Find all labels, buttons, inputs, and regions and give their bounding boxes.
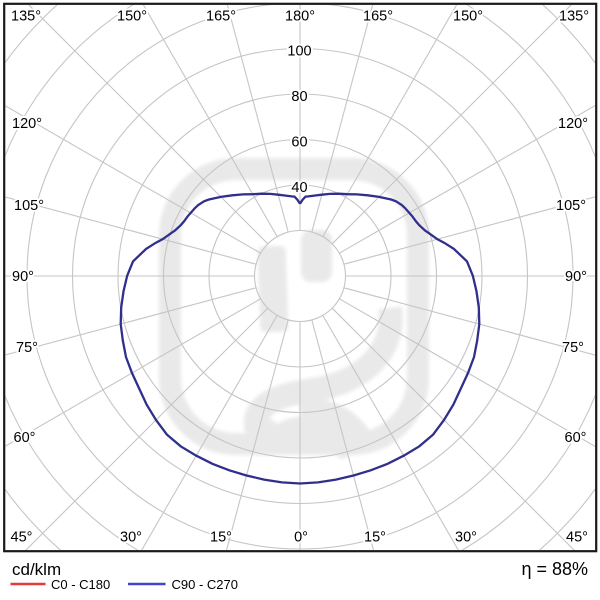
svg-text:75°: 75° xyxy=(562,340,584,356)
svg-text:135°: 135° xyxy=(559,9,589,25)
svg-text:90°: 90° xyxy=(12,269,34,285)
svg-text:cd/klm: cd/klm xyxy=(12,560,61,579)
svg-text:60: 60 xyxy=(291,135,307,151)
svg-text:105°: 105° xyxy=(556,198,586,214)
svg-text:45°: 45° xyxy=(11,530,33,546)
svg-text:60°: 60° xyxy=(14,430,36,446)
svg-text:75°: 75° xyxy=(16,340,38,356)
svg-text:120°: 120° xyxy=(558,116,588,132)
svg-text:180°: 180° xyxy=(285,9,315,25)
svg-text:15°: 15° xyxy=(364,530,386,546)
svg-text:150°: 150° xyxy=(453,9,483,25)
svg-text:η = 88%: η = 88% xyxy=(521,559,588,579)
svg-text:C90 - C270: C90 - C270 xyxy=(172,577,238,592)
svg-text:80: 80 xyxy=(291,89,307,105)
svg-text:90°: 90° xyxy=(565,269,587,285)
svg-text:150°: 150° xyxy=(117,9,147,25)
svg-text:105°: 105° xyxy=(14,198,44,214)
svg-text:100: 100 xyxy=(287,44,311,60)
svg-text:15°: 15° xyxy=(210,530,232,546)
svg-text:120°: 120° xyxy=(12,116,42,132)
svg-text:165°: 165° xyxy=(363,9,393,25)
svg-text:0°: 0° xyxy=(294,530,308,546)
svg-text:60°: 60° xyxy=(565,430,587,446)
svg-text:C0 - C180: C0 - C180 xyxy=(51,577,110,592)
svg-text:30°: 30° xyxy=(455,530,477,546)
svg-text:135°: 135° xyxy=(11,9,41,25)
svg-text:165°: 165° xyxy=(206,9,236,25)
svg-text:30°: 30° xyxy=(120,530,142,546)
svg-text:40: 40 xyxy=(291,180,307,196)
svg-text:45°: 45° xyxy=(566,530,588,546)
